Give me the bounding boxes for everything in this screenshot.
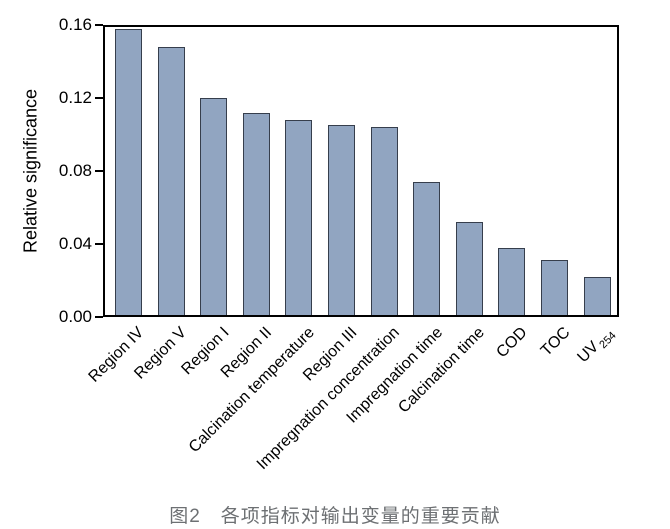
y-tick-label: 0.16 — [58, 15, 92, 34]
bar-calcination-time — [455, 222, 483, 317]
figure-caption: 图2 各项指标对输出变量的重要贡献 — [169, 506, 501, 527]
y-tick-label: 0.04 — [58, 234, 92, 253]
bar-region-i — [200, 98, 228, 317]
bar-calcination-temperature — [285, 119, 313, 317]
bar-impregnation-time — [413, 181, 441, 317]
y-tick-mark — [95, 97, 103, 99]
x-tick-label: TOC — [537, 324, 574, 360]
subscript: 254 — [596, 329, 619, 352]
bar-region-iii — [328, 125, 355, 317]
bar-uv254 — [583, 276, 611, 317]
x-tick-label: UV254 — [573, 329, 619, 367]
bar-region-ii — [242, 112, 270, 317]
y-tick-label: 0.12 — [58, 88, 92, 107]
y-tick-label: 0.08 — [58, 161, 92, 180]
y-tick-mark — [95, 24, 103, 26]
y-tick-mark — [95, 316, 103, 318]
bar-cod — [498, 247, 526, 317]
bar-toc — [541, 260, 568, 317]
bar-impregnation-concentration — [370, 127, 398, 317]
y-axis-title: Relative significance — [20, 88, 41, 254]
y-tick-mark — [95, 170, 103, 172]
x-tick-label: COD — [493, 324, 531, 362]
bar-region-v — [157, 46, 185, 317]
y-tick-label: 0.00 — [58, 307, 92, 326]
bar-region-iv — [115, 28, 142, 317]
y-tick-mark — [95, 243, 103, 245]
